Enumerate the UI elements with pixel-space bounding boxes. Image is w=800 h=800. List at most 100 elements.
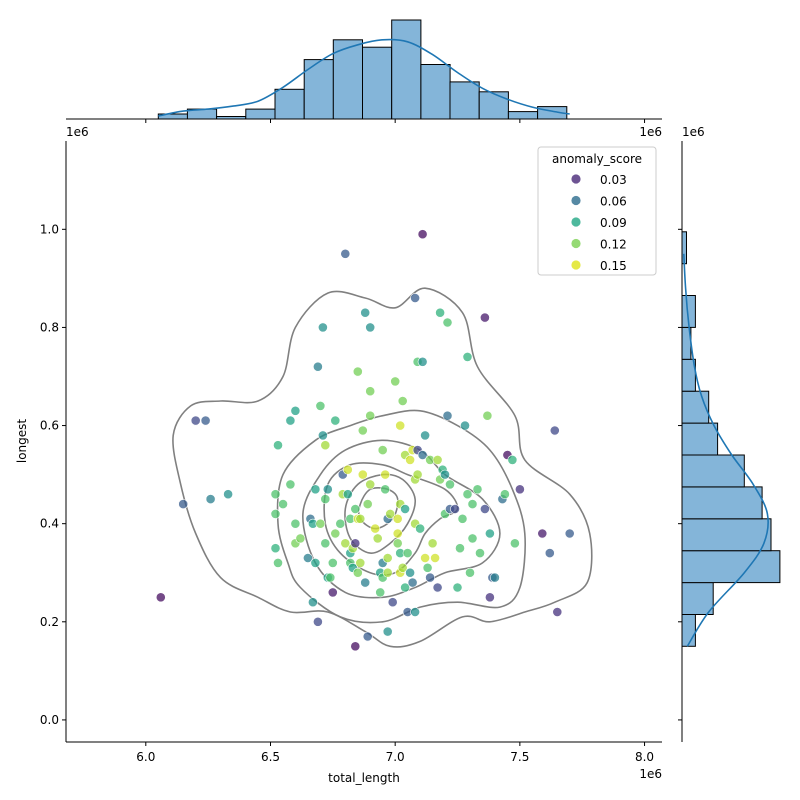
top-marginal-bar xyxy=(478,91,509,120)
scatter-point xyxy=(362,499,373,509)
scatter-point xyxy=(395,420,406,431)
legend-marker xyxy=(571,217,581,227)
scatter-point xyxy=(278,499,288,509)
scatter-point xyxy=(360,577,371,588)
scatter-point xyxy=(397,562,408,573)
scatter-point xyxy=(315,400,326,411)
scatter-point xyxy=(392,538,403,549)
scatter-point xyxy=(285,479,296,490)
scatter-point xyxy=(552,607,563,617)
scatter-point xyxy=(537,528,548,539)
scatter-point xyxy=(425,572,435,583)
top-marginal-bar xyxy=(420,64,451,120)
scatter-point xyxy=(270,509,281,519)
scatter-point xyxy=(390,376,401,387)
scatter-point xyxy=(290,518,301,529)
kde-contour-6 xyxy=(357,487,399,530)
y-tick-label: 0.8 xyxy=(40,320,59,334)
scatter-point xyxy=(320,494,331,504)
scatter-point xyxy=(200,415,211,426)
y-tick-label: 0.2 xyxy=(40,615,59,629)
scatter-point xyxy=(499,489,510,500)
right-marginal-bar xyxy=(681,422,719,456)
legend-label: 0.09 xyxy=(600,216,627,230)
legend-frame xyxy=(537,146,657,276)
scatter-point xyxy=(472,484,483,495)
right-marginal-bar xyxy=(681,454,745,488)
scatter-point xyxy=(549,425,560,436)
scatter-point xyxy=(375,587,386,598)
scatter-point xyxy=(400,504,410,514)
legend-label: 0.15 xyxy=(600,259,627,273)
main-plot: 6.0 6.5 7.0 7.5 8.0 0.0 0.2 0.4 0.6 0.8 1.0 total… xyxy=(15,125,705,785)
scatter-point xyxy=(340,538,351,549)
scatter-point xyxy=(417,229,428,240)
scatter-point xyxy=(355,513,366,524)
legend-label: 0.03 xyxy=(600,173,627,187)
scatter-point xyxy=(322,484,333,495)
y-tick-label: 1.0 xyxy=(40,222,59,236)
scatter-point xyxy=(465,567,475,578)
scatter-point xyxy=(397,396,408,406)
top-marginal-bar xyxy=(362,46,393,120)
scatter-point xyxy=(432,582,443,593)
scatter-point xyxy=(410,607,420,617)
scatter-point xyxy=(544,548,555,558)
scatter-point xyxy=(442,317,453,328)
kde-contour-1 xyxy=(172,287,593,648)
top-marginal-kde-line xyxy=(158,38,570,117)
scatter-point xyxy=(190,415,201,426)
top-marginal-bar xyxy=(391,19,422,120)
scatter-point xyxy=(435,307,445,318)
scatter-point xyxy=(392,513,403,524)
right-marginal-bar xyxy=(681,486,763,520)
y-tick-label: 0.0 xyxy=(40,713,59,727)
scatter-point xyxy=(155,592,166,603)
scatter-point xyxy=(382,553,393,563)
scatter-point xyxy=(510,538,520,549)
scatter-point xyxy=(320,440,331,451)
scatter-point xyxy=(450,504,460,514)
y-tick-label: 0.4 xyxy=(40,517,59,531)
scatter-point xyxy=(407,577,418,588)
x-offset-label: 1e6 xyxy=(639,767,662,781)
scatter-point xyxy=(422,562,433,573)
scatter-point xyxy=(273,440,283,451)
scatter-point xyxy=(445,479,455,490)
scatter-point xyxy=(302,553,313,563)
scatter-point xyxy=(178,499,189,509)
top-marginal-bar xyxy=(274,88,305,120)
scatter-point xyxy=(460,420,470,431)
top-marginal-bar xyxy=(245,108,276,120)
right-marginal-bar xyxy=(681,390,710,424)
scatter-point xyxy=(400,582,410,593)
scatter-point xyxy=(312,616,323,627)
scatter-point xyxy=(405,454,415,465)
scatter-point xyxy=(482,410,493,421)
legend-label: 0.12 xyxy=(600,238,627,252)
scatter-point xyxy=(317,430,328,441)
scatter-point xyxy=(415,523,425,534)
scatter-point xyxy=(325,572,336,583)
scatter-point xyxy=(370,523,381,534)
scatter-point xyxy=(270,489,281,500)
scatter-point xyxy=(310,484,321,495)
scatter-point xyxy=(479,504,490,514)
scatter-point xyxy=(327,558,338,568)
right-marginal-bar xyxy=(681,518,772,552)
legend-title: anomaly_score xyxy=(552,152,642,166)
scatter-point xyxy=(410,293,420,303)
scatter-point xyxy=(357,469,368,480)
scatter-point xyxy=(380,484,391,495)
scatter-point xyxy=(484,592,495,603)
scatter-point xyxy=(285,415,296,426)
scatter-point xyxy=(405,567,415,578)
scatter-point xyxy=(484,528,495,539)
scatter-point xyxy=(387,597,398,608)
scatter-point xyxy=(365,479,376,490)
scatter-point xyxy=(467,499,478,509)
scatter-point xyxy=(273,558,283,568)
scatter-point xyxy=(457,513,468,524)
scatter-point xyxy=(362,631,373,642)
scatter-point xyxy=(342,464,353,475)
